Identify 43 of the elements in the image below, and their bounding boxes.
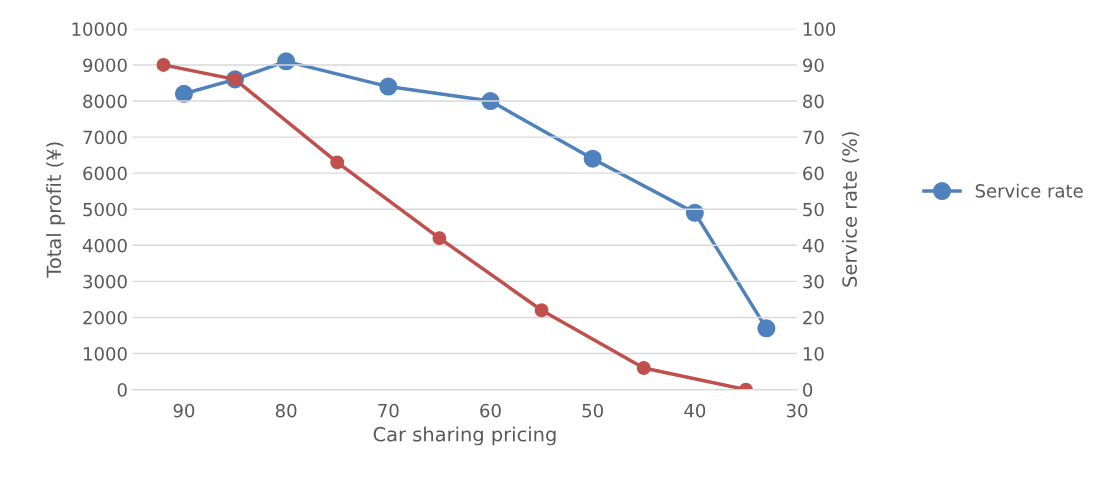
y-tick-label: 7000 <box>83 130 127 145</box>
x-tick-label: 60 <box>480 403 501 418</box>
point <box>757 319 776 338</box>
y2-tick-label: 70 <box>803 130 824 145</box>
y2-tick-label: 10 <box>803 346 824 361</box>
y2-tick-label: 60 <box>803 166 824 181</box>
y-tick-label: 4000 <box>82 238 127 253</box>
point <box>330 155 345 170</box>
point <box>379 77 398 96</box>
y-tick-label: 8000 <box>83 94 127 109</box>
x-tick-label: 40 <box>684 403 706 418</box>
y2-tick-label: 100 <box>803 22 836 36</box>
point <box>156 57 171 72</box>
y-tick-label: 6000 <box>83 166 127 181</box>
y2-tick-label: 20 <box>803 310 824 325</box>
x-tick-label: 30 <box>786 403 808 418</box>
y2-tick-label: 80 <box>803 94 824 109</box>
point <box>636 361 651 375</box>
point <box>534 303 549 318</box>
y2-tick-label: 0 <box>803 383 813 397</box>
y-tick-label: 5000 <box>83 202 127 217</box>
x-axis-title: Car sharing pricing <box>373 426 556 446</box>
y2-tick-label: 30 <box>803 274 824 289</box>
y2-tick-label: 50 <box>803 202 824 217</box>
y-tick-label: 9000 <box>83 58 127 73</box>
y2-axis-title: Service rate (%) <box>841 132 860 287</box>
y-axis-title: Total profit (¥) <box>46 142 65 278</box>
y2-tick-label: 40 <box>802 238 824 253</box>
point <box>583 149 602 168</box>
y-tick-label: 3000 <box>83 274 127 289</box>
x-tick-label: 50 <box>582 403 603 418</box>
y-tick-label: 0 <box>117 383 127 397</box>
y-tick-label: 2000 <box>83 310 127 325</box>
y-tick-label: 10000 <box>72 22 127 36</box>
y2-tick-label: 90 <box>803 58 824 73</box>
x-tick-label: 90 <box>173 403 195 418</box>
point <box>685 203 704 222</box>
point <box>432 231 447 246</box>
point <box>174 84 193 103</box>
legend-label: Service rate <box>975 183 1083 198</box>
x-tick-label: 80 <box>275 403 297 418</box>
y-tick-label: 1000 <box>84 346 127 361</box>
x-tick-label: 70 <box>378 403 399 418</box>
